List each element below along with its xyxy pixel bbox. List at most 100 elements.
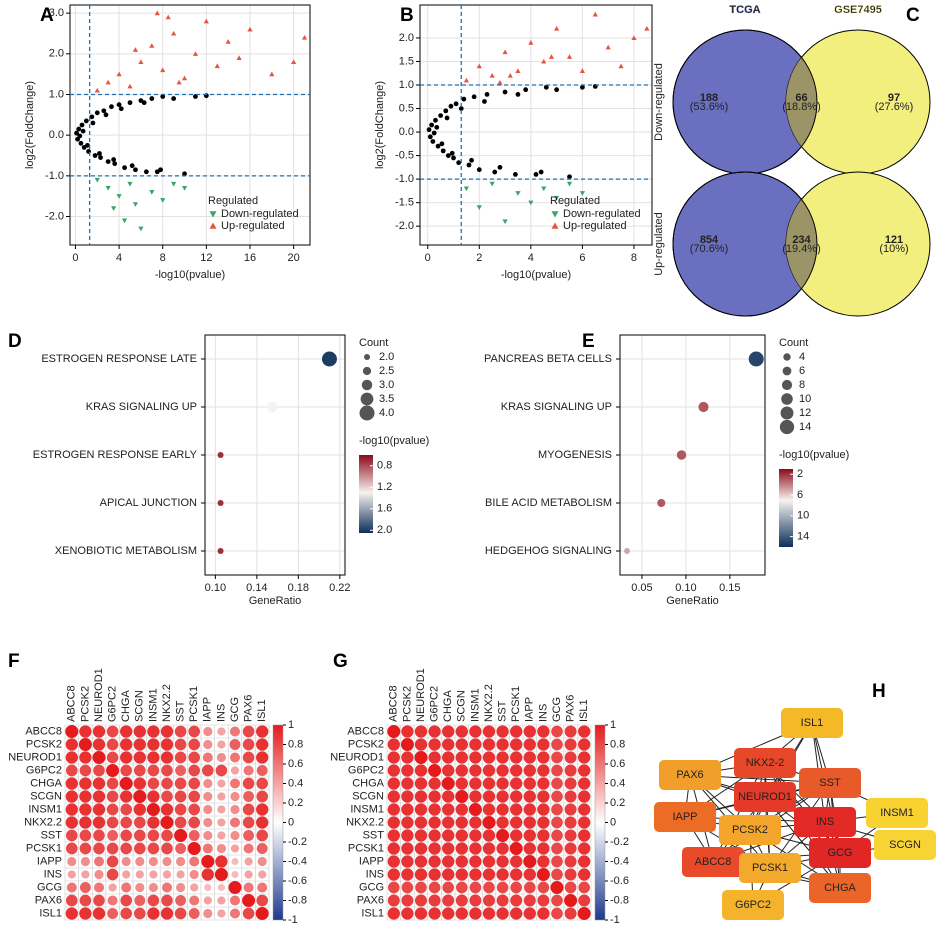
corr-dot: [442, 894, 455, 907]
corr-dot: [160, 738, 174, 751]
corr-dot: [578, 725, 591, 738]
point: [118, 106, 124, 112]
row-label: G6PC2: [348, 764, 384, 776]
corr-dot: [79, 816, 92, 829]
point: [176, 79, 182, 85]
point: [497, 164, 503, 170]
corr-dot: [496, 777, 509, 790]
point: [456, 160, 462, 166]
row-label: IAPP: [37, 855, 62, 867]
corr-dot: [79, 751, 92, 764]
corr-dot: [496, 829, 510, 842]
x-tick-label: 0.15: [719, 582, 740, 594]
colorbar: [594, 724, 606, 921]
corr-dot: [256, 843, 268, 854]
point: [579, 191, 585, 196]
corr-dot: [387, 725, 401, 738]
point: [116, 102, 122, 108]
corr-dot: [214, 868, 228, 881]
corr-dot: [66, 882, 77, 893]
corr-dot: [428, 725, 441, 738]
node: [809, 873, 871, 903]
node-label: PAX6: [676, 769, 703, 781]
row-label: GCG: [359, 881, 384, 893]
dot: [217, 452, 224, 458]
corr-dot: [161, 777, 173, 790]
legend-marker: [209, 211, 217, 218]
corr-dot: [482, 842, 496, 855]
row-label: ABCC8: [347, 725, 384, 737]
corr-dot: [496, 725, 509, 738]
corr-dot: [79, 829, 92, 842]
corr-dot: [243, 843, 254, 854]
corr-dot: [455, 881, 468, 894]
corr-dot: [387, 751, 400, 764]
corr-dot: [414, 803, 428, 816]
colorbar-label: 14: [797, 531, 809, 543]
corr-dot: [564, 738, 577, 751]
corr-dot: [217, 818, 226, 827]
corr-dot: [537, 829, 550, 842]
size-legend-label: 10: [799, 393, 811, 405]
corr-dot: [482, 790, 496, 803]
colorbar-label: 0.8: [377, 460, 392, 472]
colorbar-label: -1: [288, 914, 298, 926]
corr-dot: [94, 869, 104, 880]
row-label: INSM1: [350, 803, 384, 815]
corr-dot: [217, 792, 226, 801]
y-tick-label: -1.5: [395, 197, 414, 209]
corr-dot: [106, 764, 120, 777]
node: [874, 830, 936, 860]
point: [83, 118, 89, 124]
point: [105, 79, 111, 85]
corr-dot: [229, 726, 241, 737]
corr-dot: [551, 894, 563, 907]
corr-dot: [120, 894, 133, 907]
corr-dot: [161, 764, 173, 777]
corr-dot: [243, 765, 254, 776]
corr-dot: [134, 895, 146, 906]
corr-dot: [428, 790, 441, 803]
corr-dot: [92, 790, 106, 803]
corr-dot: [256, 751, 269, 764]
corr-dot: [442, 738, 455, 751]
corr-dot: [175, 895, 187, 906]
colorbar-label: 0: [288, 816, 294, 828]
corr-dot: [523, 868, 536, 881]
dot: [657, 498, 666, 508]
size-legend-title: Count: [359, 337, 388, 349]
point: [466, 162, 472, 168]
corr-dot: [80, 856, 90, 867]
point: [160, 198, 166, 203]
color-legend-title: -log10(pvalue): [359, 435, 429, 447]
corr-dot: [230, 766, 240, 775]
corr-dot: [147, 790, 160, 803]
plot-frame: [69, 4, 311, 246]
corr-dot: [148, 856, 158, 867]
x-tick-label: 2: [476, 252, 482, 264]
point: [247, 26, 253, 32]
point: [111, 206, 117, 211]
corr-dot: [79, 882, 91, 893]
row-label: G6PC2: [26, 764, 62, 776]
corr-dot: [202, 843, 213, 854]
corr-dot: [578, 842, 591, 855]
corr-dot: [496, 855, 509, 868]
row-label: PCSK2: [26, 738, 62, 750]
corr-dot: [537, 855, 550, 868]
corr-dot: [174, 777, 187, 790]
point: [160, 94, 166, 99]
corr-dot: [92, 907, 106, 920]
row-label: SST: [363, 829, 385, 841]
corr-dot: [455, 855, 468, 868]
corr-dot: [468, 803, 482, 816]
corr-dot: [202, 752, 213, 763]
node-label: ABCC8: [695, 856, 732, 868]
colorbar-label: 0.8: [610, 738, 625, 750]
corr-dot: [578, 751, 591, 764]
point: [567, 174, 572, 180]
y-tick-label: 2.0: [399, 32, 414, 44]
corr-dot: [414, 907, 428, 920]
